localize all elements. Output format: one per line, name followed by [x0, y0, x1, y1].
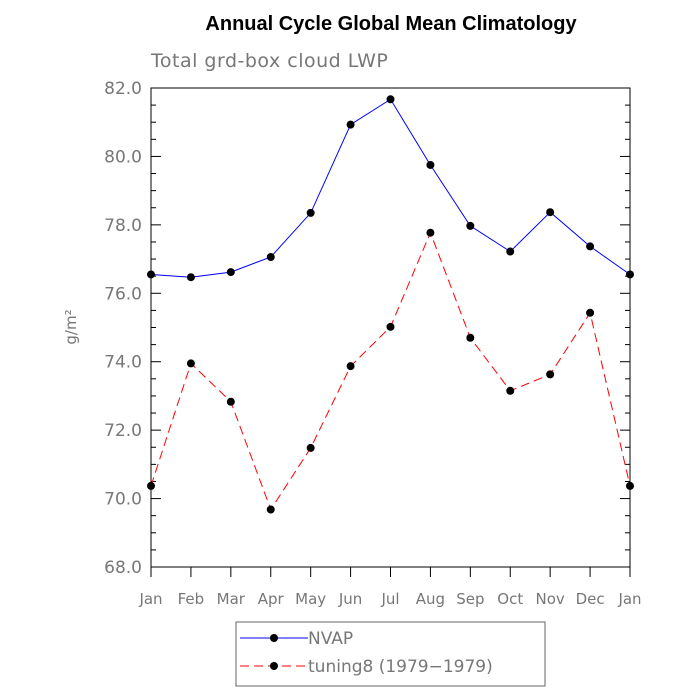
data-point-series-0	[266, 253, 275, 262]
data-point-series-0	[306, 208, 315, 217]
x-tick-label: Jun	[338, 590, 362, 608]
data-point-series-0	[506, 247, 515, 256]
axis-ticks	[150, 87, 631, 577]
series-layer	[147, 95, 634, 514]
y-tick-label: 68.0	[104, 558, 142, 578]
data-point-series-0	[466, 221, 475, 230]
data-point-series-1	[346, 362, 355, 371]
x-tick-label: Nov	[536, 590, 565, 608]
x-tick-label: May	[295, 590, 326, 608]
x-tick-labels: Jan Feb Mar Apr May Jun Jul Aug Sep Oct Nov Dec Jan	[138, 590, 641, 608]
y-tick-label: 74.0	[104, 353, 142, 373]
data-point-series-0	[546, 208, 555, 217]
x-tick-label: Apr	[258, 590, 285, 608]
x-tick-label: Oct	[497, 590, 523, 608]
x-tick-label: Jul	[380, 590, 399, 608]
y-tick-label: 80.0	[104, 147, 142, 167]
y-axis-label: g/m²	[62, 309, 80, 344]
data-point-series-0	[226, 268, 235, 277]
x-tick-label: Dec	[576, 590, 605, 608]
x-tick-label: Aug	[416, 590, 445, 608]
data-point-series-1	[186, 359, 195, 368]
data-point-series-1	[546, 370, 555, 379]
data-point-series-0	[186, 273, 195, 282]
data-point-series-1	[266, 505, 275, 514]
legend-marker-tuning8	[270, 662, 278, 670]
y-tick-labels: 68.0 70.0 72.0 74.0 76.0 78.0 80.0 82.0	[104, 79, 142, 578]
x-tick-label: Sep	[456, 590, 484, 608]
y-tick-label: 76.0	[104, 284, 142, 304]
x-tick-label: Mar	[217, 590, 246, 608]
y-tick-label: 70.0	[104, 490, 142, 510]
legend-label-tuning8: tuning8 (1979−1979)	[308, 657, 493, 677]
plot-frame	[150, 87, 631, 568]
series-line-0	[150, 98, 631, 278]
data-point-series-1	[306, 443, 315, 452]
y-tick-label: 72.0	[104, 421, 142, 441]
data-point-series-1	[586, 308, 595, 317]
data-point-series-1	[426, 228, 435, 237]
series-line-1	[150, 231, 631, 511]
x-tick-label: Feb	[178, 590, 205, 608]
chart-title: Annual Cycle Global Mean Climatology	[205, 13, 577, 35]
data-point-series-0	[386, 95, 395, 104]
data-point-series-0	[586, 242, 595, 251]
data-point-series-0	[426, 160, 435, 169]
chart-subtitle: Total grd-box cloud LWP	[150, 50, 388, 72]
legend-box	[235, 621, 546, 687]
data-point-series-1	[386, 322, 395, 331]
legend: NVAP tuning8 (1979−1979)	[235, 621, 546, 687]
y-tick-label: 82.0	[104, 79, 142, 99]
data-point-series-0	[346, 120, 355, 129]
y-tick-label: 78.0	[104, 216, 142, 236]
x-tick-label: Jan	[617, 590, 641, 608]
legend-marker-nvap	[270, 634, 278, 642]
data-point-series-1	[466, 333, 475, 342]
data-point-series-1	[226, 397, 235, 406]
data-point-series-1	[506, 386, 515, 395]
legend-label-nvap: NVAP	[308, 629, 353, 649]
x-tick-label: Jan	[138, 590, 162, 608]
